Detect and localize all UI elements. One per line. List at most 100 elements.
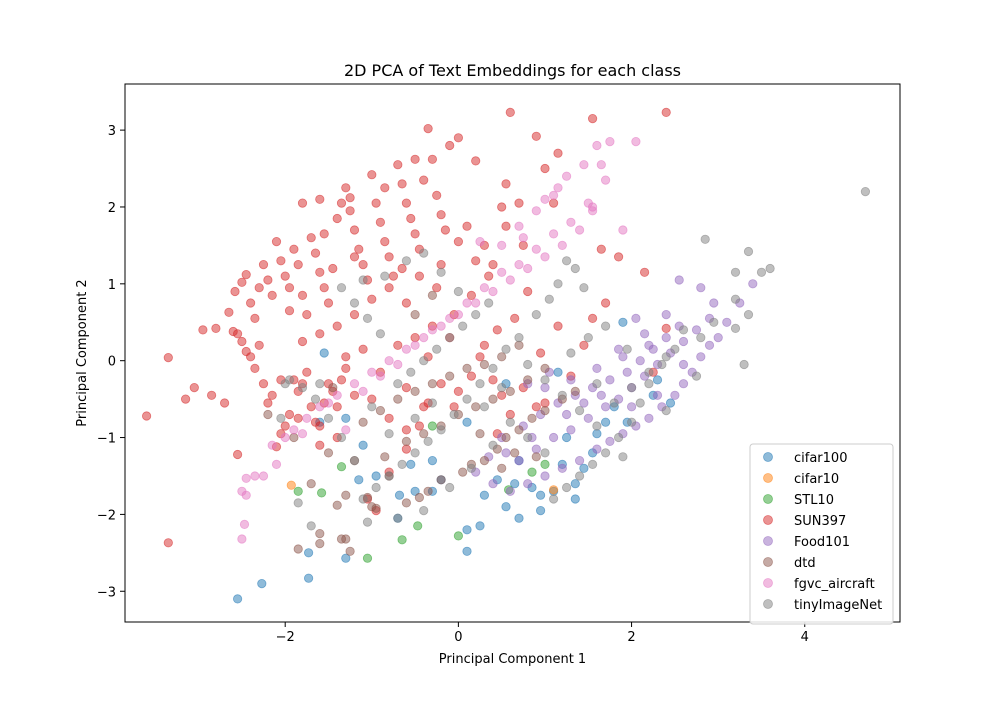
scatter-point [453, 531, 463, 541]
scatter-point [302, 367, 312, 377]
scatter-point [315, 379, 325, 389]
scatter-point [271, 459, 282, 469]
scatter-point [393, 513, 403, 523]
scatter-point [566, 348, 576, 358]
scatter-point [618, 225, 628, 235]
scatter-point [358, 386, 368, 396]
scatter-point [678, 359, 689, 370]
scatter-point [341, 534, 351, 544]
scatter-point [570, 263, 580, 274]
scatter-point [458, 467, 468, 477]
scatter-point [652, 375, 663, 385]
y-tick-label: −3 [97, 585, 116, 600]
scatter-point [652, 390, 663, 400]
scatter-point [341, 553, 351, 563]
scatter-point [605, 375, 615, 385]
scatter-point [462, 298, 472, 308]
scatter-point [397, 179, 407, 189]
scatter-point [250, 471, 260, 481]
scatter-point [531, 206, 541, 216]
scatter-point [241, 490, 251, 500]
scatter-point [665, 398, 676, 408]
scatter-point [419, 402, 429, 412]
scatter-point [436, 321, 446, 331]
scatter-point [280, 379, 290, 389]
scatter-point [644, 379, 654, 389]
scatter-point [765, 263, 775, 274]
scatter-point [406, 367, 416, 377]
x-axis: −2 0 2 4 [276, 622, 809, 645]
scatter-point [631, 313, 641, 323]
scatter-point [540, 398, 550, 408]
scatter-point [293, 544, 303, 554]
scatter-point [414, 421, 424, 431]
scatter-point [410, 309, 420, 320]
scatter-point [510, 448, 520, 458]
scatter-point [328, 382, 338, 393]
scatter-point [445, 140, 455, 151]
scatter-point [310, 394, 321, 404]
scatter-point [427, 154, 437, 164]
scatter-point [561, 409, 572, 420]
scatter-point [466, 371, 476, 381]
scatter-point [315, 267, 325, 277]
scatter-point [276, 413, 286, 423]
scatter-point [323, 398, 334, 408]
scatter-point [358, 259, 368, 270]
scatter-point [419, 429, 429, 439]
scatter-point [475, 429, 485, 439]
scatter-point [631, 137, 641, 147]
scatter-point [319, 229, 329, 239]
scatter-point [730, 323, 741, 333]
scatter-point [600, 321, 611, 331]
scatter-point [349, 225, 360, 235]
scatter-point [401, 382, 411, 393]
scatter-point [419, 505, 429, 516]
scatter-point [497, 267, 507, 277]
scatter-point [297, 336, 308, 347]
scatter-point [479, 359, 489, 370]
scatter-point [587, 202, 598, 212]
scatter-point [384, 283, 394, 293]
scatter-point [267, 440, 277, 450]
scatter-point [449, 409, 459, 420]
scatter-point [574, 405, 585, 416]
scatter-point [587, 459, 598, 469]
scatter-point [280, 271, 290, 281]
scatter-point [531, 402, 541, 412]
scatter-point [756, 267, 767, 277]
series-food101-points [471, 275, 758, 496]
x-tick-label: 0 [454, 630, 462, 645]
scatter-point [548, 198, 559, 208]
scatter-point [501, 448, 511, 458]
scatter-point [280, 421, 290, 431]
scatter-point [271, 237, 282, 247]
scatter-point [250, 363, 260, 373]
scatter-point [531, 131, 541, 141]
scatter-point [462, 417, 472, 427]
scatter-point [380, 237, 390, 247]
scatter-point [635, 398, 645, 408]
scatter-point [332, 402, 342, 412]
scatter-point [315, 402, 325, 412]
y-axis: −3 −2 −1 0 1 2 3 [97, 124, 125, 600]
scatter-point [596, 244, 606, 254]
scatter-point [362, 553, 373, 563]
scatter-point [561, 256, 572, 266]
scatter-point [319, 348, 329, 358]
scatter-point [306, 479, 316, 489]
scatter-point [613, 252, 624, 262]
scatter-point [401, 425, 411, 435]
scatter-point [596, 390, 606, 400]
scatter-point [540, 363, 550, 373]
scatter-point [336, 462, 347, 472]
scatter-point [531, 309, 541, 320]
scatter-point [670, 390, 680, 400]
legend-marker [763, 452, 773, 462]
legend-label: SUN397 [794, 514, 846, 529]
scatter-point [315, 329, 325, 339]
scatter-point [371, 198, 381, 208]
scatter-point [462, 363, 472, 373]
scatter-point [540, 471, 550, 481]
